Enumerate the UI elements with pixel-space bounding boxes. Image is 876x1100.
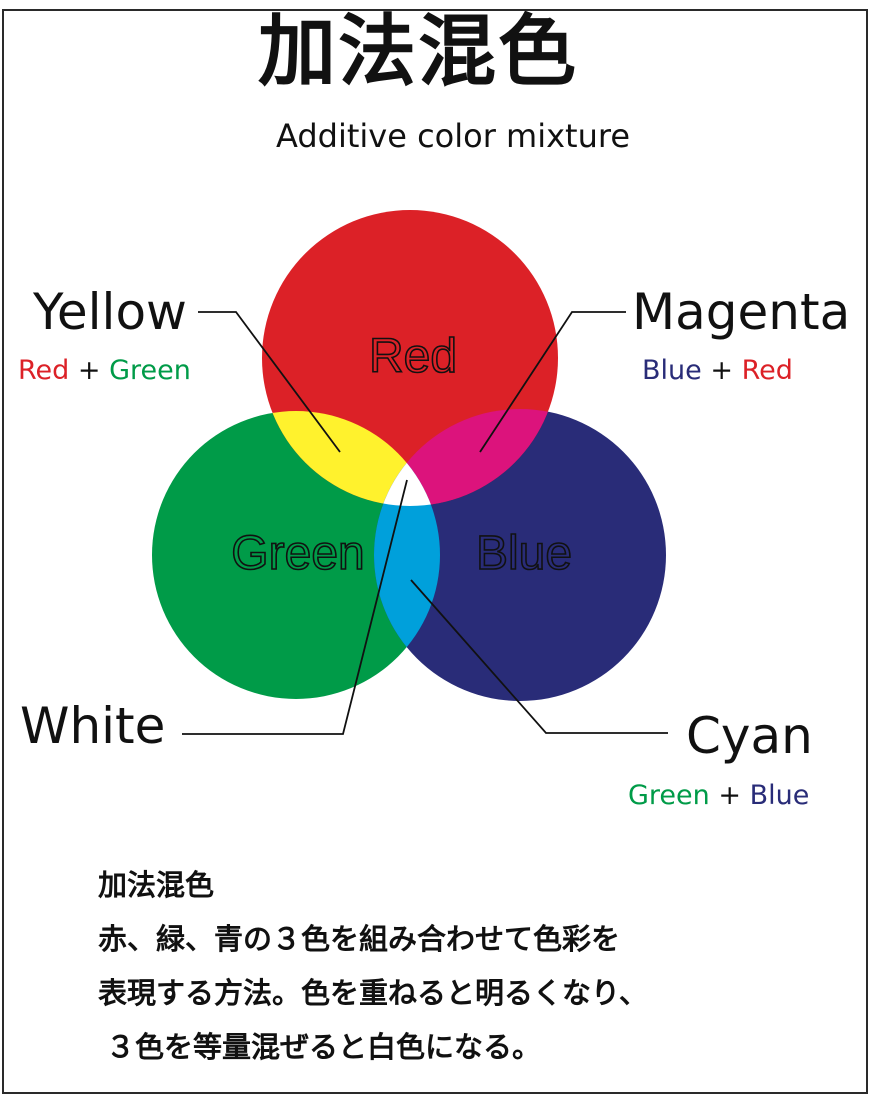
yellow-formula-part1: Red bbox=[18, 355, 70, 386]
cyan-label: Cyan bbox=[686, 707, 813, 765]
yellow-leader-line bbox=[198, 311, 341, 453]
cyan-formula-plus: + bbox=[718, 780, 741, 811]
description-line-2: 表現する方法。色を重ねると明るくなり、 bbox=[98, 976, 648, 1010]
description-text: 加法混色 赤、緑、青の３色を組み合わせて色彩を 表現する方法。色を重ねると明るく… bbox=[98, 858, 648, 1074]
diagram-frame bbox=[2, 9, 868, 1094]
page-title: 加法混色 bbox=[257, 7, 578, 97]
green-circle-label: Green bbox=[231, 527, 364, 580]
cyan-formula: Green + Blue bbox=[628, 780, 809, 812]
yellow-label: Yellow bbox=[33, 283, 187, 341]
magenta-formula: Blue + Red bbox=[642, 355, 793, 387]
description-line-1: 赤、緑、青の３色を組み合わせて色彩を bbox=[98, 922, 621, 956]
page-subtitle: Additive color mixture bbox=[275, 117, 630, 155]
description-line-3: ３色を等量混ぜると白色になる。 bbox=[106, 1030, 542, 1064]
magenta-label: Magenta bbox=[632, 283, 851, 341]
cyan-leader-line bbox=[410, 579, 668, 734]
yellow-overlap bbox=[262, 411, 440, 506]
blue-circle-label: Blue bbox=[476, 527, 572, 580]
magenta-formula-plus: + bbox=[710, 355, 733, 386]
yellow-formula-part2: Green bbox=[109, 355, 191, 386]
cyan-formula-part1: Green bbox=[628, 780, 710, 811]
magenta-overlap bbox=[374, 409, 558, 506]
yellow-formula: Red + Green bbox=[18, 355, 191, 387]
white-leader-line bbox=[182, 479, 408, 735]
magenta-formula-part1: Blue bbox=[642, 355, 702, 386]
red-circle-label: Red bbox=[369, 330, 457, 383]
yellow-formula-plus: + bbox=[77, 355, 101, 386]
magenta-formula-part2: Red bbox=[741, 355, 793, 386]
description-heading: 加法混色 bbox=[98, 868, 215, 902]
white-label: White bbox=[20, 697, 166, 755]
magenta-leader-line bbox=[479, 311, 626, 453]
cyan-formula-part2: Blue bbox=[749, 780, 810, 811]
